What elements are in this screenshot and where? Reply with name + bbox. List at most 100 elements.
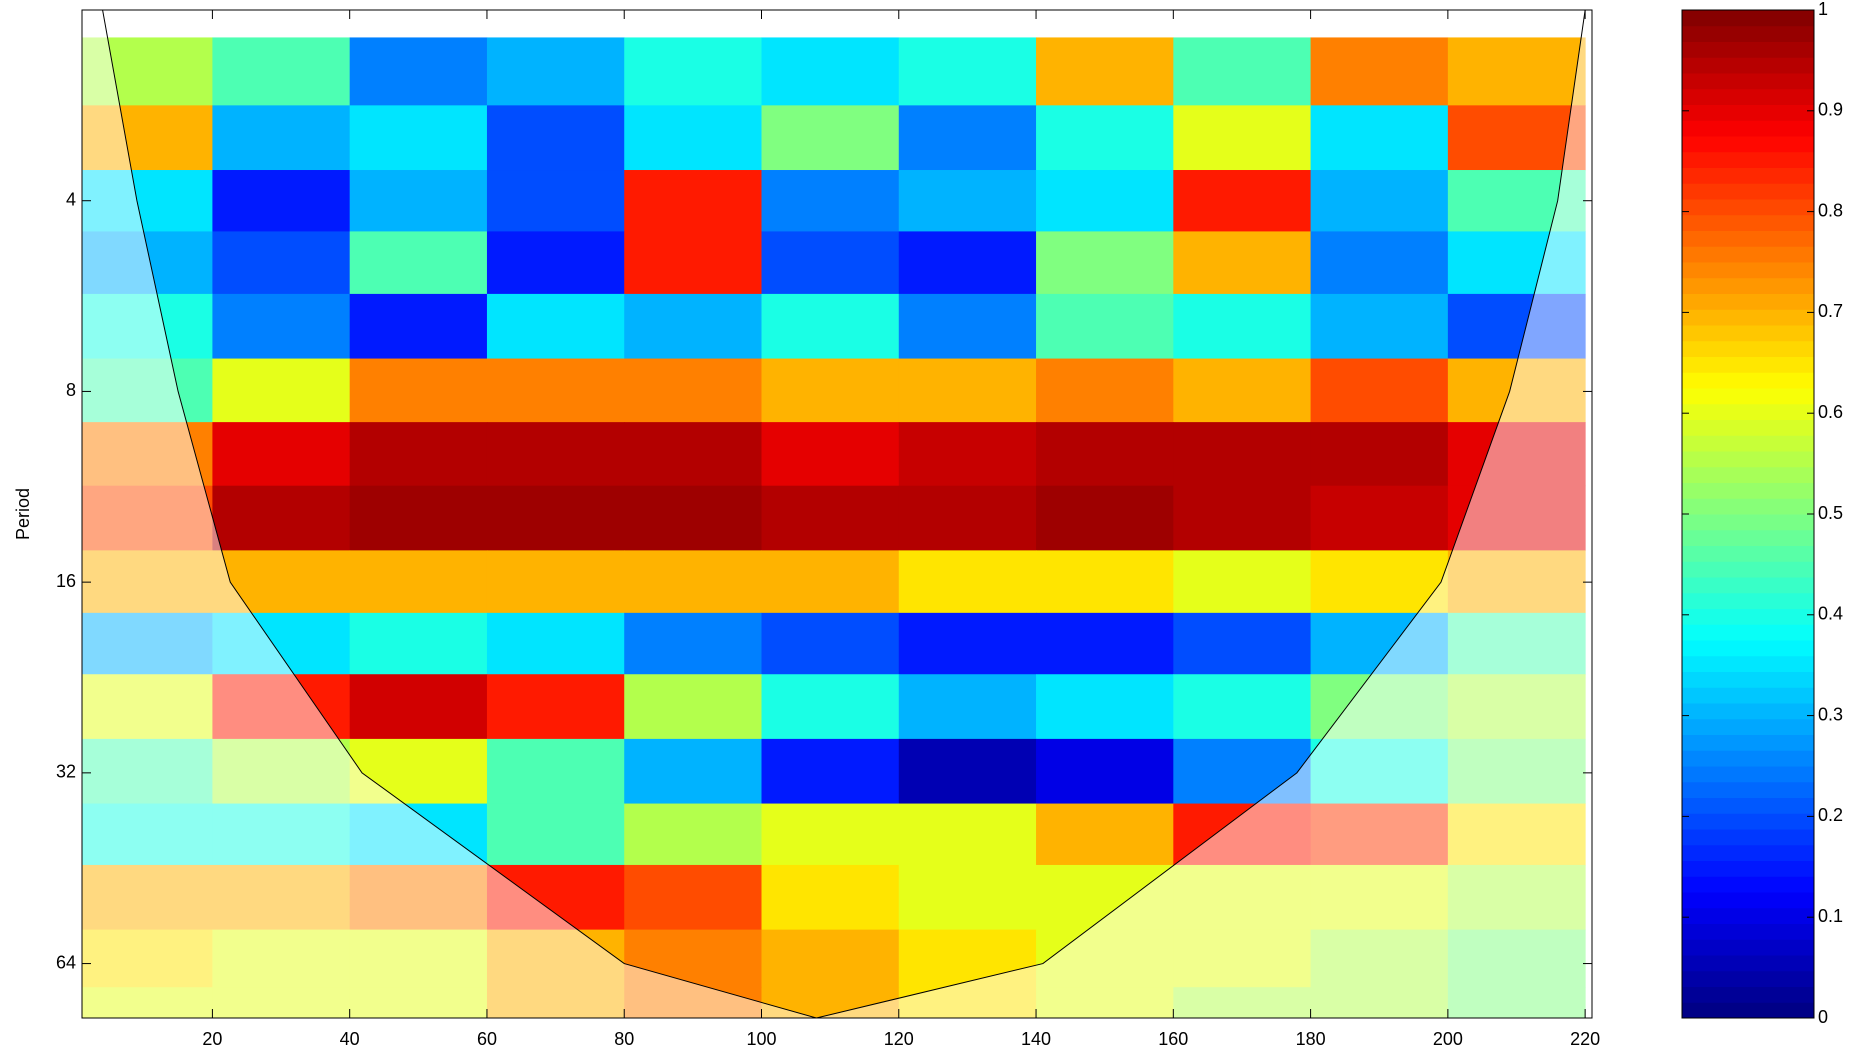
heatmap-cell xyxy=(899,231,1037,294)
colorbar-swatch xyxy=(1682,876,1814,892)
x-tick-label: 20 xyxy=(202,1029,222,1049)
heatmap-cell xyxy=(762,739,900,804)
colorbar-swatch xyxy=(1682,703,1814,719)
colorbar-tick-label: 0.6 xyxy=(1818,402,1843,422)
colorbar-tick-label: 0 xyxy=(1818,1007,1828,1027)
heatmap-cell xyxy=(899,105,1037,170)
heatmap-cell xyxy=(212,294,350,359)
x-tick-label: 80 xyxy=(614,1029,634,1049)
heatmap-cell xyxy=(487,294,625,359)
y-axis-label: Period xyxy=(13,488,33,540)
colorbar-swatch xyxy=(1682,294,1814,310)
colorbar-swatch xyxy=(1682,136,1814,152)
heatmap-cell xyxy=(1036,294,1174,359)
colorbar-swatch xyxy=(1682,89,1814,105)
y-tick-label: 64 xyxy=(56,952,76,972)
heatmap-cell xyxy=(762,170,900,232)
colorbar-swatch xyxy=(1682,609,1814,625)
heatmap-cell xyxy=(899,550,1037,613)
colorbar-swatch xyxy=(1682,640,1814,656)
heatmap-cell xyxy=(1311,359,1449,423)
heatmap-cell xyxy=(212,359,350,423)
heatmap-cell xyxy=(624,804,762,866)
heatmap-cell xyxy=(1311,486,1449,551)
colorbar-swatch xyxy=(1682,766,1814,782)
heatmap-cell xyxy=(1311,37,1449,105)
heatmap-cell xyxy=(762,613,900,675)
colorbar-swatch xyxy=(1682,10,1814,26)
heatmap-cell xyxy=(212,231,350,294)
colorbar-swatch xyxy=(1682,215,1814,231)
colorbar-swatch xyxy=(1682,546,1814,562)
heatmap-cell xyxy=(487,170,625,232)
colorbar-swatch xyxy=(1682,845,1814,861)
heatmap-cell xyxy=(350,359,488,423)
colorbar-swatch xyxy=(1682,624,1814,640)
heatmap-cell xyxy=(212,486,350,551)
heatmap-cell xyxy=(899,739,1037,804)
colorbar-swatch xyxy=(1682,1002,1814,1018)
heatmap-cell xyxy=(1173,170,1311,232)
heatmap-cell xyxy=(1036,486,1174,551)
colorbar-swatch xyxy=(1682,42,1814,58)
colorbar-swatch xyxy=(1682,530,1814,546)
heatmap-cell xyxy=(762,359,900,423)
colorbar-tick-label: 0.4 xyxy=(1818,604,1843,624)
chart: Period 204060801001201401601802002204816… xyxy=(0,0,1863,1055)
heatmap-cell xyxy=(1173,550,1311,613)
heatmap-cell xyxy=(1311,170,1449,232)
colorbar-swatch xyxy=(1682,231,1814,247)
heatmap-cell xyxy=(1036,359,1174,423)
colorbar-swatch xyxy=(1682,57,1814,73)
colorbar xyxy=(1682,10,1814,1019)
colorbar-swatch xyxy=(1682,971,1814,987)
heatmap-cell xyxy=(1173,294,1311,359)
heatmap-cell xyxy=(762,105,900,170)
heatmap-cell xyxy=(624,37,762,105)
colorbar-swatch xyxy=(1682,892,1814,908)
heatmap-cell xyxy=(762,930,900,988)
x-tick-label: 160 xyxy=(1158,1029,1188,1049)
heatmap-cell xyxy=(624,294,762,359)
heatmap-cell xyxy=(624,231,762,294)
heatmap-cell xyxy=(762,37,900,105)
heatmap-cell xyxy=(899,359,1037,423)
colorbar-swatch xyxy=(1682,451,1814,467)
colorbar-swatch xyxy=(1682,26,1814,42)
colorbar-tick-label: 0.7 xyxy=(1818,301,1843,321)
heatmap-cell xyxy=(487,550,625,613)
colorbar-swatch xyxy=(1682,325,1814,341)
y-tick-label: 8 xyxy=(66,380,76,400)
colorbar-swatch xyxy=(1682,908,1814,924)
heatmap-cell xyxy=(624,105,762,170)
colorbar-swatch xyxy=(1682,341,1814,357)
colorbar-swatch xyxy=(1682,168,1814,184)
heatmap-cell xyxy=(899,804,1037,866)
heatmap-cell xyxy=(899,294,1037,359)
heatmap-cell xyxy=(1173,359,1311,423)
x-tick-label: 120 xyxy=(884,1029,914,1049)
heatmap-cell xyxy=(350,231,488,294)
heatmap-cell xyxy=(624,550,762,613)
colorbar-swatch xyxy=(1682,435,1814,451)
heatmap-cell xyxy=(1311,422,1449,486)
colorbar-swatch xyxy=(1682,309,1814,325)
heatmap-cell xyxy=(624,613,762,675)
colorbar-swatch xyxy=(1682,120,1814,136)
colorbar-swatch xyxy=(1682,719,1814,735)
colorbar-swatch xyxy=(1682,735,1814,751)
colorbar-swatch xyxy=(1682,861,1814,877)
heatmap-cell xyxy=(762,804,900,866)
heatmap-cell xyxy=(350,550,488,613)
heatmap-cell xyxy=(624,422,762,486)
heatmap-cell xyxy=(212,170,350,232)
colorbar-swatch xyxy=(1682,483,1814,499)
colorbar-swatch xyxy=(1682,924,1814,940)
heatmap-cell xyxy=(624,674,762,739)
heatmap-cell xyxy=(624,359,762,423)
heatmap-cell xyxy=(899,422,1037,486)
heatmap-cell xyxy=(1311,294,1449,359)
heatmap-cell xyxy=(762,294,900,359)
heatmap-cell xyxy=(762,422,900,486)
heatmap-cell xyxy=(899,486,1037,551)
